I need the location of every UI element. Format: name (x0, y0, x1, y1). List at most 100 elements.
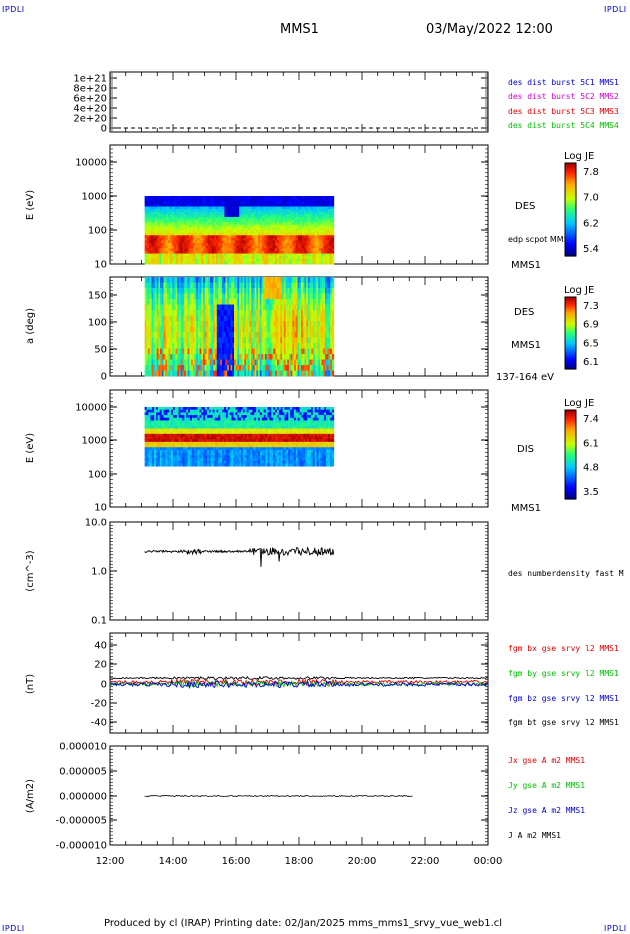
heat-cell (262, 214, 265, 218)
heat-cell (283, 211, 286, 215)
heat-cell (331, 198, 335, 202)
heat-cell (149, 321, 153, 327)
heat-cell (295, 201, 299, 205)
heat-cell (325, 237, 328, 241)
heat-cell (272, 209, 276, 213)
heat-cell (247, 299, 250, 305)
heat-cell (155, 196, 158, 200)
heat-cell (270, 214, 274, 218)
heat-cell (251, 332, 254, 338)
heat-cell (216, 235, 219, 239)
heat-cell (207, 240, 211, 244)
heat-cell (266, 222, 270, 226)
heat-cell (300, 211, 303, 215)
heat-cell (161, 243, 165, 247)
heat-cell (264, 343, 268, 349)
heat-cell (273, 343, 276, 349)
heat-cell (218, 343, 221, 349)
heat-cell (243, 219, 246, 223)
heat-cell (146, 206, 150, 210)
heat-cell (220, 299, 223, 305)
heat-cell (161, 326, 165, 333)
heat-cell (197, 261, 200, 265)
heat-cell (167, 253, 171, 257)
heat-cell (321, 232, 324, 236)
heat-cell (242, 337, 245, 344)
heat-cell (329, 222, 333, 226)
heat-cell (246, 277, 249, 283)
heat-cell (285, 232, 288, 236)
heat-cell (268, 237, 272, 241)
heat-cell (304, 256, 307, 260)
heat-cell (282, 293, 285, 300)
heat-cell (209, 206, 213, 210)
colorbar-cell-p2 (565, 174, 576, 178)
heat-cell (215, 315, 218, 322)
heat-cell (297, 243, 301, 247)
heat-cell (188, 232, 192, 236)
heat-cell (223, 299, 226, 305)
colorbar-title-p3: Log JE (564, 285, 594, 296)
heat-cell (203, 196, 207, 200)
corner-label-bottom-left: IPDLI (2, 924, 25, 933)
heat-cell (156, 310, 159, 316)
heat-cell (191, 293, 194, 300)
heat-cell (272, 219, 276, 223)
heat-cell (205, 196, 209, 200)
heat-cell (218, 365, 221, 371)
heat-cell (321, 198, 324, 202)
heat-cell (234, 354, 237, 360)
heat-cell (153, 315, 156, 322)
heat-cell (228, 237, 232, 241)
heat-cell (211, 315, 214, 322)
heat-cell (227, 326, 230, 333)
heat-cell (211, 299, 214, 305)
ytick-label-p7-1: 0.000005 (59, 767, 107, 778)
heat-cell (178, 211, 181, 215)
heat-cell (163, 321, 166, 327)
colorbar-cell-p3 (565, 340, 576, 343)
heat-cell (201, 237, 204, 241)
heat-cell (290, 310, 293, 316)
heat-cell (247, 315, 250, 322)
heat-cell (144, 326, 147, 333)
heat-cell (295, 261, 299, 265)
heat-cell (228, 232, 232, 236)
heat-cell (208, 332, 211, 338)
heat-cell (327, 216, 330, 221)
heat-cell (230, 348, 233, 355)
heat-cell (173, 315, 177, 322)
heat-cell (149, 310, 153, 316)
heat-cell (177, 288, 180, 294)
heat-cell (224, 224, 228, 228)
heat-cell (203, 321, 206, 327)
heat-cell (161, 224, 165, 228)
heat-cell (148, 253, 152, 257)
heat-cell (285, 332, 288, 338)
heat-cell (261, 365, 264, 371)
legend-p1-3: des dist burst 5C4 MMS4 (508, 121, 619, 130)
heat-cell (220, 310, 223, 316)
heat-cell (260, 219, 263, 223)
heat-cell (208, 337, 211, 344)
heat-cell (279, 222, 282, 226)
heat-cell (294, 332, 297, 338)
heat-cell (247, 235, 251, 239)
heat-cell (306, 243, 309, 247)
heat-cell (246, 348, 249, 355)
heat-cell (295, 321, 299, 327)
heat-cell (158, 315, 161, 322)
heat-cell (188, 243, 192, 247)
heat-cell (216, 277, 220, 283)
heat-cell (157, 222, 160, 226)
heat-cell (174, 253, 177, 257)
heat-cell (331, 206, 335, 210)
colorbar-cell-p4 (565, 490, 576, 493)
heat-cell (182, 222, 186, 226)
heat-cell (278, 288, 281, 294)
heat-cell (251, 219, 255, 223)
heat-cell (201, 293, 204, 300)
heat-cell (234, 253, 238, 257)
heat-cell (297, 293, 300, 300)
heat-cell (327, 230, 330, 234)
